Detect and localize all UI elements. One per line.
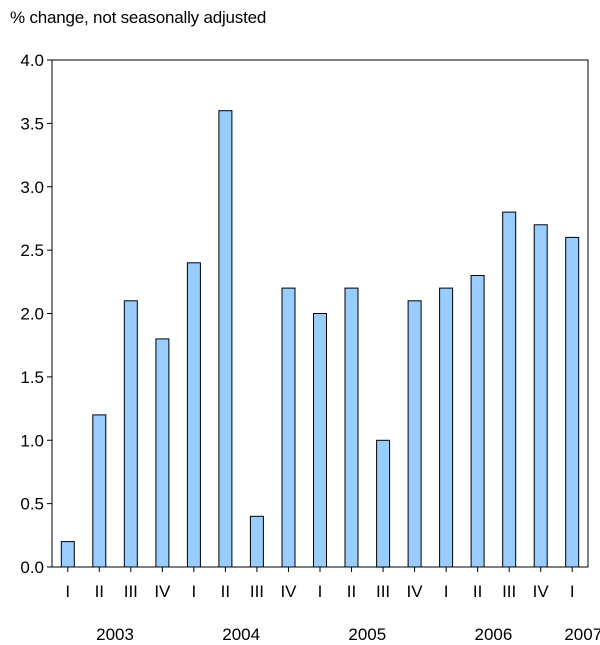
x-tick-label: IV	[533, 582, 550, 601]
x-tick-label: III	[502, 582, 516, 601]
x-tick-label: II	[95, 582, 104, 601]
year-label: 2003	[96, 625, 134, 644]
y-axis: 0.0 0.5 1.0 1.5 2.0 2.5 3.0 3.5 4.0	[20, 51, 52, 577]
x-tick-label: I	[570, 582, 575, 601]
y-tick-label: 0.0	[20, 558, 44, 577]
y-tick-label: 3.5	[20, 114, 44, 133]
x-tick-label: II	[473, 582, 482, 601]
x-tick-label: IV	[154, 582, 171, 601]
bar	[155, 338, 170, 568]
year-label: 2007	[564, 625, 600, 644]
y-axis-title: % change, not seasonally adjusted	[10, 8, 267, 27]
y-tick-label: 0.5	[20, 495, 44, 514]
x-tick-label: III	[250, 582, 264, 601]
bar	[502, 211, 517, 568]
bar	[186, 262, 201, 568]
bar	[92, 414, 107, 568]
bar	[249, 515, 264, 568]
year-label: 2006	[474, 625, 512, 644]
plot-frame	[51, 59, 589, 568]
y-tick-label: 1.5	[20, 368, 44, 387]
x-tick-label: I	[444, 582, 449, 601]
x-tick-label: IV	[407, 582, 424, 601]
x-tick-label: I	[318, 582, 323, 601]
bar	[565, 236, 580, 568]
year-label: 2004	[222, 625, 260, 644]
y-tick-label: 2.5	[20, 241, 44, 260]
bar	[533, 224, 548, 568]
bar	[470, 275, 485, 568]
x-tick-label: I	[192, 582, 197, 601]
x-tick-label: I	[65, 582, 70, 601]
x-tick-label: II	[347, 582, 356, 601]
bar	[60, 541, 75, 568]
bar	[218, 110, 233, 568]
y-tick-label: 4.0	[20, 51, 44, 70]
bar	[281, 287, 296, 568]
bar	[123, 300, 138, 568]
bars	[60, 110, 580, 568]
bar	[313, 313, 327, 568]
x-tick-label: II	[221, 582, 230, 601]
x-tick-label: III	[376, 582, 390, 601]
x-tick-label: III	[124, 582, 138, 601]
x-tick-label: IV	[280, 582, 297, 601]
bar	[376, 439, 391, 568]
y-tick-label: 3.0	[20, 178, 44, 197]
y-tick-label: 2.0	[20, 305, 44, 324]
bar	[407, 300, 422, 568]
y-tick-label: 1.0	[20, 431, 44, 450]
bar	[344, 287, 359, 568]
bar	[439, 287, 454, 568]
year-label: 2005	[348, 625, 386, 644]
